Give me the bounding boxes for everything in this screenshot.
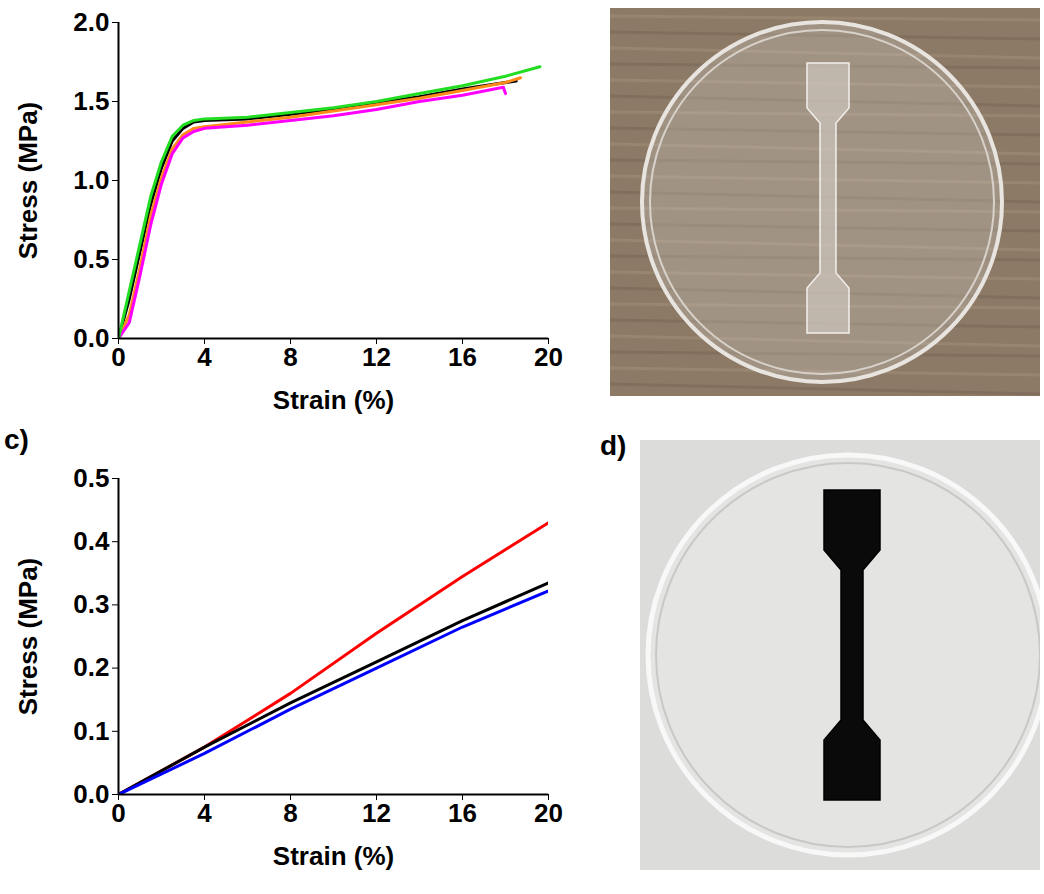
svg-text:12: 12 [362, 798, 391, 828]
svg-text:0.0: 0.0 [73, 323, 109, 353]
svg-text:Strain (%): Strain (%) [273, 841, 394, 871]
svg-text:0.5: 0.5 [73, 463, 109, 493]
svg-text:0.4: 0.4 [73, 526, 110, 556]
svg-text:1.5: 1.5 [73, 86, 109, 116]
svg-text:0: 0 [111, 798, 125, 828]
svg-text:Strain (%): Strain (%) [273, 385, 394, 415]
svg-text:Stress (MPa): Stress (MPa) [13, 558, 43, 716]
svg-text:0.5: 0.5 [73, 244, 109, 274]
svg-text:4: 4 [197, 342, 212, 372]
html-text:c): c) [4, 424, 29, 455]
svg-text:16: 16 [448, 342, 477, 372]
svg-text:4: 4 [197, 798, 212, 828]
svg-text:12: 12 [362, 342, 391, 372]
svg-text:8: 8 [283, 798, 297, 828]
html-text:d): d) [600, 430, 627, 461]
svg-text:0.1: 0.1 [73, 716, 109, 746]
svg-text:0.0: 0.0 [73, 779, 109, 809]
svg-text:0.3: 0.3 [73, 589, 109, 619]
svg-text:0: 0 [111, 342, 125, 372]
svg-text:Stress (MPa): Stress (MPa) [13, 102, 43, 260]
svg-text:8: 8 [283, 342, 297, 372]
svg-text:1.0: 1.0 [73, 165, 109, 195]
svg-text:20: 20 [534, 798, 563, 828]
svg-text:0.2: 0.2 [73, 652, 109, 682]
svg-text:2.0: 2.0 [73, 7, 109, 37]
svg-text:16: 16 [448, 798, 477, 828]
svg-text:20: 20 [534, 342, 563, 372]
